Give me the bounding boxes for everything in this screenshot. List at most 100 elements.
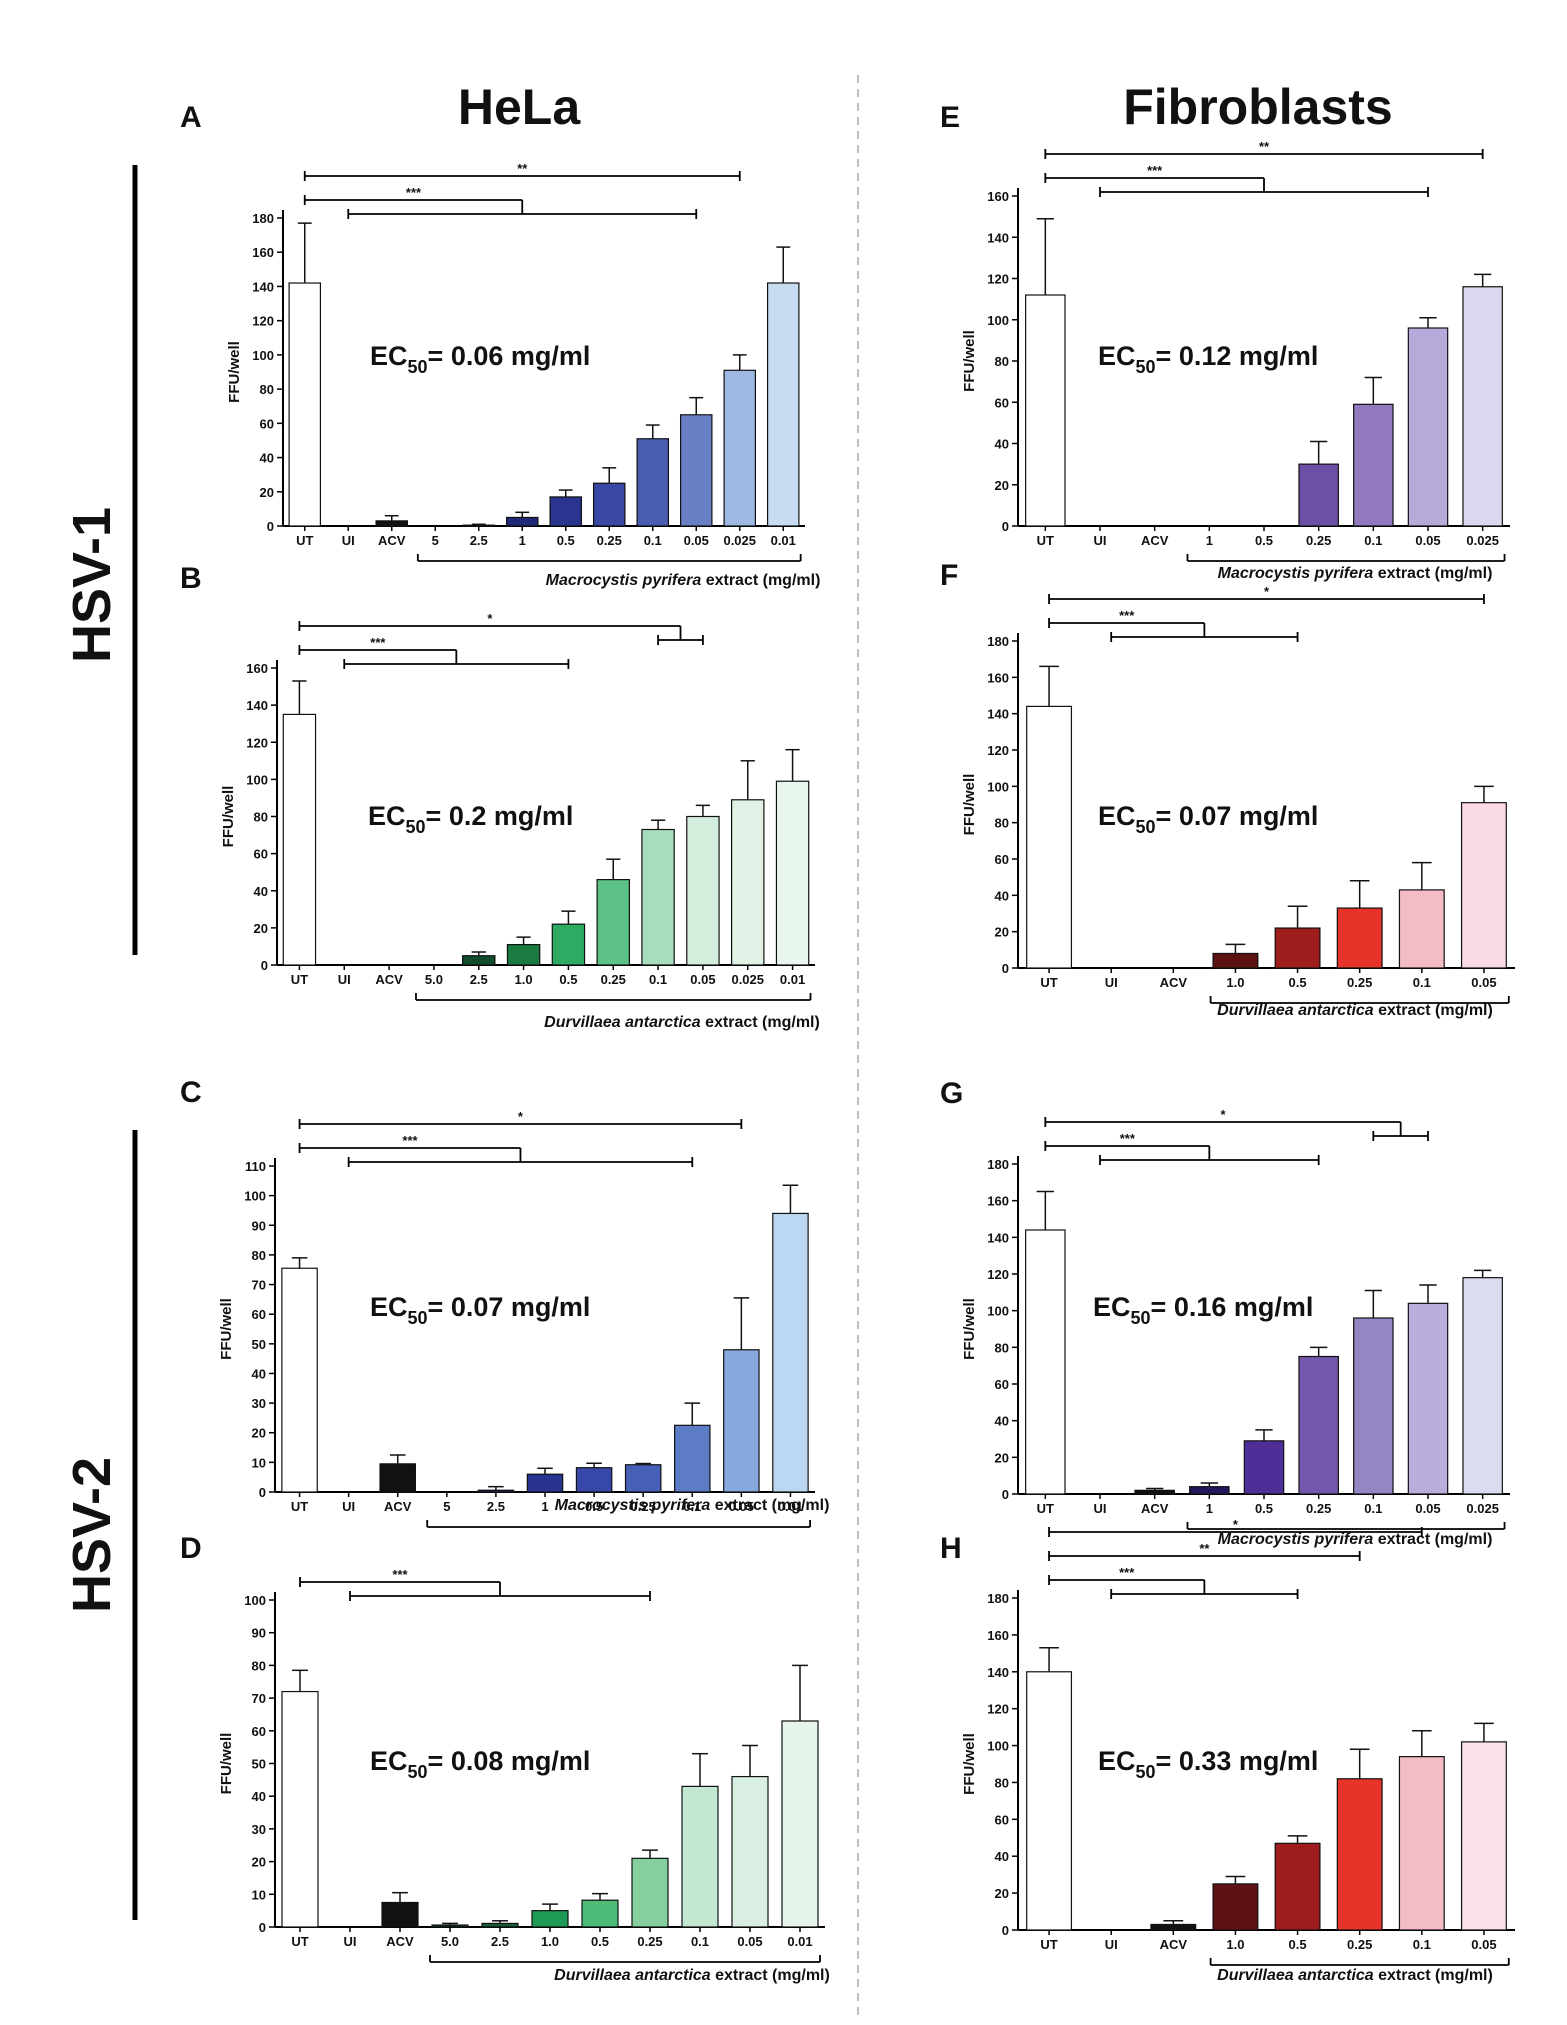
y-tick-label: 120 <box>246 735 268 750</box>
y-tick-label: 60 <box>260 416 274 431</box>
significance-label: *** <box>1119 1565 1135 1580</box>
bar <box>1460 802 1507 969</box>
bar <box>1026 1671 1073 1931</box>
y-tick-label: 0 <box>259 1920 266 1935</box>
bar <box>775 780 810 966</box>
bar <box>381 1901 419 1928</box>
bar <box>723 369 757 527</box>
x-tick-label: 2.5 <box>487 1499 505 1514</box>
bar <box>673 1424 711 1493</box>
y-tick-label: 100 <box>244 1189 266 1204</box>
y-tick-label: 40 <box>995 437 1009 452</box>
y-axis-label: FFU/well <box>961 330 978 392</box>
significance-label: *** <box>402 1133 418 1148</box>
y-tick-label: 80 <box>995 1340 1009 1355</box>
y-tick-label: 100 <box>987 313 1009 328</box>
bar <box>281 1267 318 1493</box>
column-title-hela: HeLa <box>458 79 581 135</box>
bar <box>641 828 675 966</box>
y-tick-label: 0 <box>267 519 274 534</box>
significance-label: ** <box>1259 139 1270 154</box>
y-tick-label: 80 <box>995 1775 1009 1790</box>
y-tick-label: 0 <box>261 958 268 973</box>
bar <box>581 1899 619 1928</box>
bar <box>1243 1440 1285 1495</box>
y-tick-label: 80 <box>252 1658 266 1673</box>
x-tick-label: UT <box>291 1934 308 1949</box>
bar <box>1407 1302 1449 1495</box>
x-axis-label: Durvillaea antarctica extract (mg/ml) <box>554 1967 830 1984</box>
y-tick-label: 40 <box>252 1366 266 1381</box>
y-tick-label: 70 <box>252 1278 266 1293</box>
y-tick-label: 60 <box>252 1724 266 1739</box>
x-tick-label: 0.5 <box>1289 1937 1307 1952</box>
x-tick-label: 0.05 <box>1415 1501 1440 1516</box>
y-tick-label: 0 <box>1002 1923 1009 1938</box>
bar <box>636 438 670 527</box>
x-tick-label: 0.5 <box>585 1499 603 1514</box>
x-tick-label: 0.05 <box>737 1934 762 1949</box>
panel-letter: H <box>940 1532 962 1565</box>
y-tick-label: 20 <box>995 478 1009 493</box>
ec50-label: EC50= 0.2 mg/ml <box>368 801 573 837</box>
x-tick-label: 2.5 <box>470 972 488 987</box>
x-tick-label: 0.5 <box>1255 533 1273 548</box>
y-tick-label: 100 <box>244 1593 266 1608</box>
panel-g-chart: G 0 20 40 60 80 100 120 140 160 180 FFU/well UT UI ACV… <box>940 1077 1510 1548</box>
y-tick-label: 80 <box>254 810 268 825</box>
y-tick-label: 100 <box>987 1304 1009 1319</box>
x-tick-label: ACV <box>1141 1501 1169 1516</box>
y-tick-label: 20 <box>995 925 1009 940</box>
panel-a-chart: A 0 20 40 60 80 100 120 140 160 180 FFU/well UT UI ACV… <box>180 101 820 589</box>
x-tick-label: 0.25 <box>597 533 622 548</box>
x-tick-label: ACV <box>386 1934 414 1949</box>
bar <box>505 516 539 527</box>
panel-f-chart: F 0 20 40 60 80 100 120 140 160 180 FFU/well UT UI ACV… <box>940 559 1515 1019</box>
y-tick-label: 160 <box>987 189 1009 204</box>
y-tick-label: 180 <box>252 211 274 226</box>
x-tick-label: ACV <box>1160 1937 1188 1952</box>
ec50-label: EC50= 0.08 mg/ml <box>370 1746 590 1782</box>
ec50-label: EC50= 0.07 mg/ml <box>370 1292 590 1328</box>
x-tick-label: UT <box>291 1499 308 1514</box>
y-tick-label: 90 <box>252 1626 266 1641</box>
x-tick-label: 0.05 <box>729 1499 754 1514</box>
bar <box>1274 927 1321 969</box>
y-tick-label: 60 <box>254 847 268 862</box>
x-tick-label: 0.25 <box>601 972 626 987</box>
significance-label: ** <box>517 161 528 176</box>
y-tick-label: 20 <box>252 1855 266 1870</box>
x-tick-label: 0.1 <box>683 1499 701 1514</box>
x-tick-label: 1.0 <box>1226 975 1244 990</box>
x-tick-label: 0.1 <box>1364 1501 1382 1516</box>
x-tick-label: 0.5 <box>1289 975 1307 990</box>
y-tick-label: 20 <box>252 1426 266 1441</box>
x-tick-label: 1.0 <box>541 1934 559 1949</box>
y-tick-label: 120 <box>987 743 1009 758</box>
y-tick-label: 70 <box>252 1691 266 1706</box>
bar <box>575 1467 613 1493</box>
x-tick-label: 0.025 <box>1466 533 1499 548</box>
y-tick-label: 100 <box>987 1739 1009 1754</box>
panel-letter: D <box>180 1532 202 1565</box>
y-tick-label: 140 <box>987 1230 1009 1245</box>
panel-letter: A <box>180 101 202 134</box>
panel-letter: F <box>940 559 958 592</box>
x-axis-label: Durvillaea antarctica extract (mg/ml) <box>1217 1002 1493 1019</box>
bar <box>477 1489 515 1493</box>
bar <box>1274 1842 1321 1931</box>
x-tick-label: 5 <box>432 533 439 548</box>
x-tick-label: 2.5 <box>470 533 488 548</box>
x-tick-label: 0.25 <box>637 1934 662 1949</box>
bar <box>506 943 541 966</box>
x-tick-label: 0.1 <box>644 533 662 548</box>
bar <box>1353 1317 1394 1495</box>
significance-label: * <box>487 611 493 626</box>
x-tick-label: UI <box>1094 533 1107 548</box>
significance-label: ** <box>1199 1541 1210 1556</box>
y-tick-label: 60 <box>995 1377 1009 1392</box>
y-tick-label: 30 <box>252 1822 266 1837</box>
y-tick-label: 180 <box>987 1591 1009 1606</box>
bar <box>1407 327 1449 527</box>
x-tick-label: 1.0 <box>515 972 533 987</box>
